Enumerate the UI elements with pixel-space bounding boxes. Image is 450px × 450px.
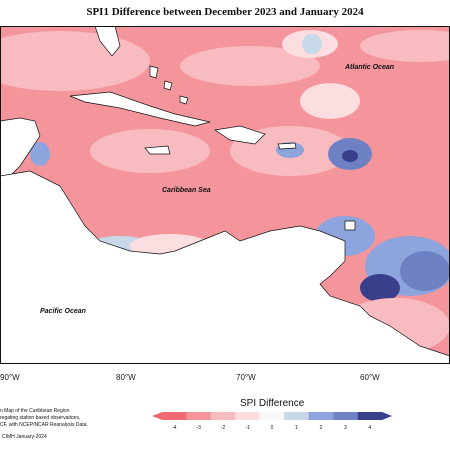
- map-title: SPI1 Difference between December 2023 an…: [86, 6, 364, 18]
- footer-credit: CIMH January-2024: [2, 434, 47, 440]
- colorbar-cell: [333, 412, 358, 420]
- colorbar: -4 -3 -2 -1 0 1 2 3 4: [152, 412, 392, 431]
- colorbar-tick-label: 2: [319, 425, 322, 431]
- colorbar-title: SPI Difference: [240, 398, 305, 409]
- trinidad: [344, 220, 356, 231]
- longitude-label-80w: 80°W: [116, 373, 136, 382]
- colorbar-cell: [284, 412, 309, 420]
- hispaniola: [214, 125, 266, 145]
- jamaica: [144, 145, 171, 155]
- note-line-3: CF, with NCEP/NCAR Reanalysis Data.: [0, 422, 88, 428]
- longitude-label-90w: 90°W: [0, 373, 20, 382]
- land: [0, 26, 450, 364]
- spi-difference-map: Atlantic Ocean Caribbean Sea Pacific Oce…: [0, 26, 450, 364]
- longitude-label-60w: 60°W: [360, 373, 380, 382]
- colorbar-tick-label: -2: [221, 425, 226, 431]
- atlantic-ocean-label: Atlantic Ocean: [344, 64, 394, 71]
- colorbar-tick-label: 1: [295, 425, 298, 431]
- bahamas: [149, 65, 189, 105]
- puerto-rico: [277, 142, 297, 150]
- colorbar-tick-label: 3: [344, 425, 347, 431]
- colorbar-tick-label: -3: [196, 425, 201, 431]
- colorbar-cell: [162, 412, 187, 420]
- cuba: [69, 91, 211, 127]
- colorbar-cell: [186, 412, 211, 420]
- colorbar-cell: [210, 412, 236, 420]
- colorbar-max-arrow: [382, 412, 392, 420]
- colorbar-cell: [308, 412, 334, 420]
- note-line-2: regating station based observations,: [0, 415, 81, 421]
- colorbar-tick-label: 4: [368, 425, 371, 431]
- colorbar-tick-label: -1: [245, 425, 250, 431]
- longitude-label-70w: 70°W: [236, 373, 256, 382]
- note-line-1: n Map of the Caribbean Region: [0, 408, 70, 414]
- colorbar-cell: [357, 412, 382, 420]
- colorbar-min-arrow: [152, 412, 162, 420]
- pacific-ocean-label: Pacific Ocean: [40, 308, 86, 315]
- colorbar-tick-label: -4: [172, 425, 177, 431]
- central-south-america-landmass: [0, 170, 450, 364]
- colorbar-tick-label: 0: [271, 425, 274, 431]
- colorbar-cell: [259, 412, 285, 420]
- caribbean-sea-label: Caribbean Sea: [162, 187, 211, 194]
- florida: [94, 26, 121, 57]
- colorbar-cell: [235, 412, 260, 420]
